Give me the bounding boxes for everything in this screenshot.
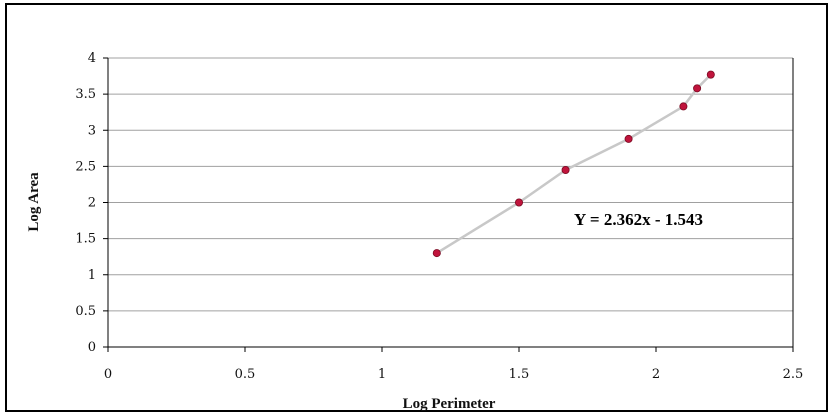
x-tick-label: 0 xyxy=(104,367,112,382)
data-point xyxy=(693,84,702,93)
y-tick-label: 1 xyxy=(88,268,96,283)
chart-frame xyxy=(5,3,828,412)
x-tick-label: 1 xyxy=(378,367,386,382)
axes xyxy=(103,57,794,352)
data-points xyxy=(432,70,715,258)
x-tick-label: 1.5 xyxy=(509,367,530,382)
y-tick-label: 3 xyxy=(88,123,96,138)
x-tick-label: 2 xyxy=(652,367,660,382)
y-tick-label: 0.5 xyxy=(75,304,96,319)
data-point xyxy=(706,70,715,79)
data-point xyxy=(515,198,524,207)
y-tick-label: 1.5 xyxy=(75,232,96,247)
data-point xyxy=(432,249,441,258)
y-tick-labels: 0 0.5 1 1.5 2 2.5 3 3.5 4 xyxy=(75,51,96,355)
y-tick-label: 4 xyxy=(88,51,96,66)
x-axis-title: Log Perimeter xyxy=(403,396,496,412)
x-tick-label: 0.5 xyxy=(235,367,256,382)
x-tick-label: 2.5 xyxy=(783,367,804,382)
regression-equation-annotation: Y = 2.362x - 1.543 xyxy=(574,210,703,229)
data-point xyxy=(679,102,688,111)
data-point xyxy=(561,165,570,174)
y-axis-title: Log Area xyxy=(26,172,42,232)
y-tick-label: 2.5 xyxy=(75,159,96,174)
gridlines xyxy=(108,57,793,312)
x-tick-labels: 0 0.5 1 1.5 2 2.5 xyxy=(104,367,803,382)
y-tick-label: 3.5 xyxy=(75,87,96,102)
y-tick-label: 0 xyxy=(88,340,96,355)
y-tick-label: 2 xyxy=(88,196,96,211)
data-point xyxy=(624,134,633,143)
